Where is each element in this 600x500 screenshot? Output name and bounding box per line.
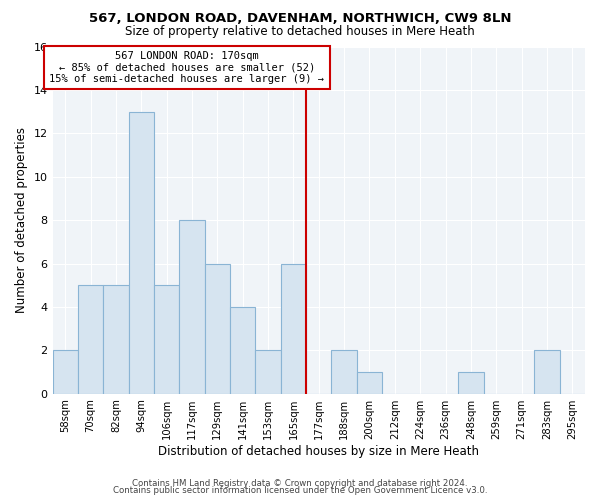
Bar: [534, 350, 560, 394]
Text: 567, LONDON ROAD, DAVENHAM, NORTHWICH, CW9 8LN: 567, LONDON ROAD, DAVENHAM, NORTHWICH, C…: [89, 12, 511, 26]
Bar: [230, 307, 256, 394]
Text: Contains HM Land Registry data © Crown copyright and database right 2024.: Contains HM Land Registry data © Crown c…: [132, 478, 468, 488]
Y-axis label: Number of detached properties: Number of detached properties: [15, 127, 28, 313]
X-axis label: Distribution of detached houses by size in Mere Heath: Distribution of detached houses by size …: [158, 444, 479, 458]
Bar: [78, 285, 103, 394]
Bar: [53, 350, 78, 394]
Text: Contains public sector information licensed under the Open Government Licence v3: Contains public sector information licen…: [113, 486, 487, 495]
Text: 567 LONDON ROAD: 170sqm
← 85% of detached houses are smaller (52)
15% of semi-de: 567 LONDON ROAD: 170sqm ← 85% of detache…: [49, 51, 325, 84]
Bar: [179, 220, 205, 394]
Bar: [154, 285, 179, 394]
Bar: [205, 264, 230, 394]
Bar: [256, 350, 281, 394]
Bar: [458, 372, 484, 394]
Bar: [128, 112, 154, 394]
Text: Size of property relative to detached houses in Mere Heath: Size of property relative to detached ho…: [125, 25, 475, 38]
Bar: [281, 264, 306, 394]
Bar: [331, 350, 357, 394]
Bar: [103, 285, 128, 394]
Bar: [357, 372, 382, 394]
